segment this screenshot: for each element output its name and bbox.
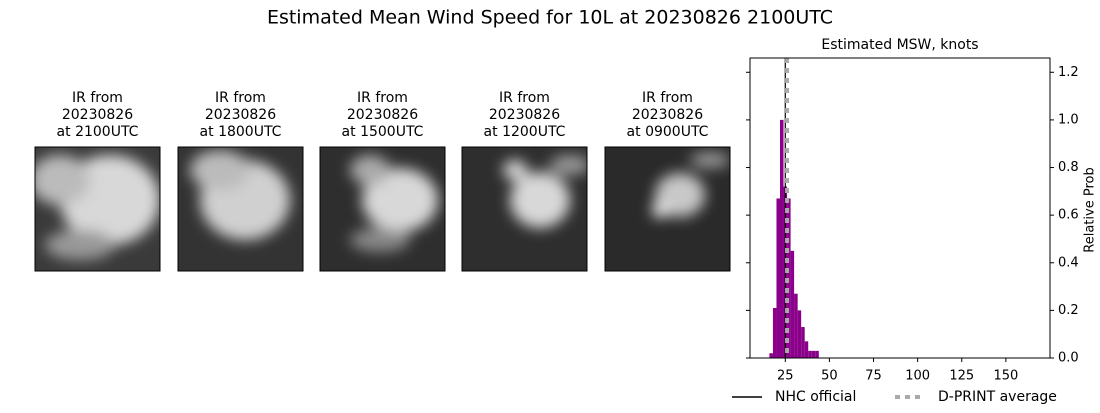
panel-title: at 1200UTC [484, 124, 566, 140]
bar [811, 350, 816, 358]
y-tick-label: 1.0 [1058, 112, 1079, 127]
panel-title: IR from [215, 90, 266, 106]
bar [804, 341, 809, 358]
panel-title: IR from [72, 90, 123, 106]
panel-title: 20230826 [632, 107, 703, 123]
y-tick-label: 0.4 [1058, 255, 1079, 270]
x-tick-label: 50 [821, 369, 838, 384]
panel-title: IR from [499, 90, 550, 106]
chart-title: Estimated MSW, knots [821, 37, 978, 53]
bar [769, 353, 773, 358]
bar [801, 327, 805, 358]
legend-label: D-PRINT average [938, 389, 1057, 405]
ir-image [462, 147, 587, 271]
x-tick-label: 75 [865, 369, 882, 384]
panel-title: 20230826 [62, 107, 133, 123]
bar [797, 310, 802, 358]
bar [772, 308, 777, 358]
ir-image [35, 147, 160, 271]
y-axis-label: Relative Prob [1083, 167, 1098, 252]
y-tick-label: 0.0 [1058, 351, 1079, 366]
legend-label: NHC official [775, 389, 856, 405]
bar [780, 119, 784, 359]
y-tick-label: 0.2 [1058, 303, 1079, 318]
figure-title: Estimated Mean Wind Speed for 10L at 202… [267, 7, 833, 29]
y-tick-label: 1.2 [1058, 65, 1079, 80]
plot-frame [749, 57, 1051, 359]
y-tick-label: 0.8 [1058, 160, 1079, 175]
x-tick-label: 100 [905, 369, 930, 384]
bar [790, 250, 795, 358]
panel-title: 20230826 [347, 107, 418, 123]
image-frames [34, 146, 731, 272]
bar [808, 350, 812, 358]
panel-title: IR from [357, 90, 408, 106]
panel-title: IR from [642, 90, 693, 106]
panel-title: at 1500UTC [342, 124, 424, 140]
panel-title: at 0900UTC [627, 124, 709, 140]
bar [794, 293, 798, 358]
x-tick-label: 25 [777, 369, 794, 384]
bar [776, 198, 780, 358]
panel-title: at 2100UTC [57, 124, 139, 140]
x-tick-label: 150 [993, 369, 1018, 384]
ir-image [320, 147, 445, 271]
ir-image [178, 147, 303, 271]
panel-title: at 1800UTC [200, 124, 282, 140]
panel-title: 20230826 [489, 107, 560, 123]
panel-title: 20230826 [205, 107, 276, 123]
bar [815, 350, 819, 358]
y-tick-label: 0.6 [1058, 208, 1079, 223]
x-tick-label: 125 [949, 369, 974, 384]
ir-image [605, 147, 730, 271]
